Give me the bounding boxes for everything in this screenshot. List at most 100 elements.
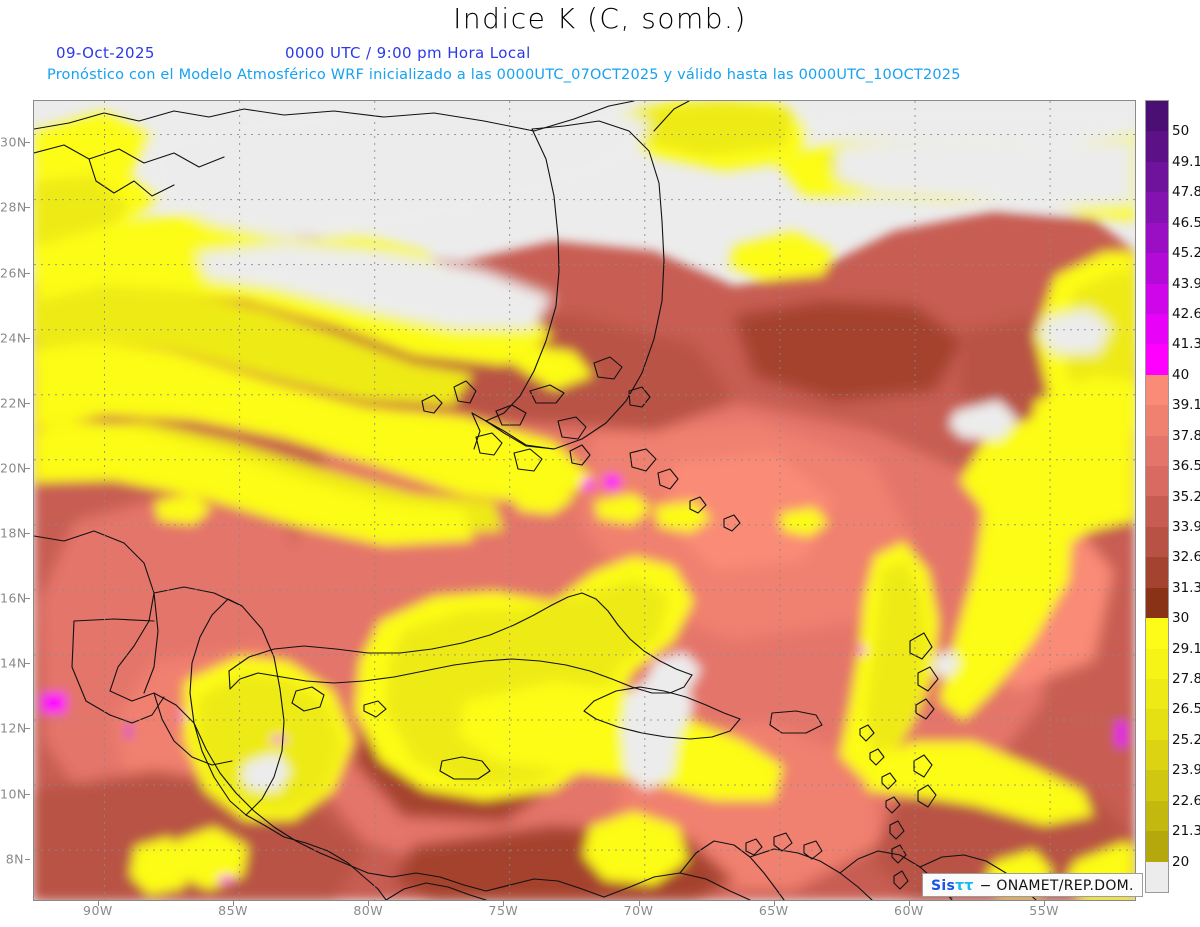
colorbar-band <box>1146 222 1168 254</box>
latitude-label: 16N <box>0 590 27 606</box>
longitude-tick <box>1044 901 1046 906</box>
colorbar-tick-label: 30 <box>1172 610 1190 627</box>
logo-agency-text: − ONAMET/REP.DOM. <box>979 877 1134 894</box>
latitude-tick <box>25 402 30 404</box>
colorbar-tick-label: 41.3 <box>1172 336 1200 353</box>
colorbar-tick-label: 50 <box>1172 123 1190 140</box>
latitude-tick <box>25 728 30 730</box>
colorbar-tick-label: 35.2 <box>1172 488 1200 505</box>
latitude-label: 10N <box>0 786 27 802</box>
latitude-label: 28N <box>0 199 27 215</box>
longitude-label: 75W <box>488 903 519 918</box>
longitude-tick <box>908 901 910 906</box>
colorbar-band <box>1146 557 1168 588</box>
colorbar-band <box>1146 526 1168 558</box>
colorbar-band <box>1146 435 1168 467</box>
colorbar[interactable] <box>1145 100 1169 893</box>
longitude-label: 85W <box>218 903 248 918</box>
colorbar-tick-label: 29.1 <box>1172 640 1200 657</box>
colorbar-tick-label: 21.3 <box>1172 823 1200 840</box>
forecast-date: 09-Oct-2025 <box>56 44 155 62</box>
colorbar-tick-label: 33.9 <box>1172 518 1200 535</box>
colorbar-labels: 50 49.1 47.8 46.5 45.2 43.9 42.6 41.3 40 39.1 37.8… <box>1172 100 1200 893</box>
latitude-label: 12N <box>0 720 27 736</box>
latitude-tick <box>25 793 30 795</box>
colorbar-tick-label: 32.6 <box>1172 549 1200 566</box>
colorbar-band-below-min <box>1146 861 1168 892</box>
colorbar-tick-label: 46.5 <box>1172 214 1200 231</box>
latitude-tick <box>25 598 30 600</box>
colorbar-band <box>1146 101 1168 132</box>
colorbar-tick-label: 20 <box>1172 853 1190 870</box>
colorbar-tick-label: 47.8 <box>1172 184 1200 201</box>
longitude-label: 55W <box>1029 903 1059 918</box>
colorbar-band <box>1146 161 1168 193</box>
colorbar-tick-label: 27.8 <box>1172 671 1200 688</box>
colorbar-tick-label: 39.1 <box>1172 397 1200 414</box>
longitude-tick <box>233 901 235 906</box>
latitude-label: 22N <box>0 395 27 411</box>
colorbar-band <box>1146 283 1168 314</box>
longitude-tick <box>368 901 370 906</box>
longitude-tick <box>503 901 505 906</box>
colorbar-band <box>1146 374 1168 406</box>
map-svg <box>34 101 1135 900</box>
colorbar-tick-label: 36.5 <box>1172 458 1200 475</box>
longitude-tick <box>97 901 99 906</box>
colorbar-band <box>1146 770 1168 801</box>
longitude-label: 70W <box>623 903 654 918</box>
colorbar-tick-label: 26.5 <box>1172 701 1200 718</box>
latitude-tick <box>25 337 30 339</box>
page-title: Indice K (C, somb.) <box>453 2 747 35</box>
logo-pi-icon: ττ <box>955 877 974 894</box>
latitude-label: 20N <box>0 460 27 476</box>
latitude-tick <box>25 142 30 144</box>
longitude-tick <box>638 901 640 906</box>
forecast-time: 0000 UTC / 9:00 pm Hora Local <box>285 44 531 62</box>
logo-sis-text: Sis <box>931 877 956 894</box>
colorbar-tick-label: 40 <box>1172 366 1190 383</box>
coastline-layer <box>34 101 1037 900</box>
colorbar-band <box>1146 344 1168 375</box>
colorbar-band <box>1146 405 1168 436</box>
latitude-tick <box>25 272 30 274</box>
colorbar-tick-label: 42.6 <box>1172 305 1200 322</box>
subtitle-model-note: Pronóstico con el Modelo Atmosférico WRF… <box>0 67 1200 87</box>
latitude-label: 26N <box>0 265 27 281</box>
longitude-tick <box>773 901 775 906</box>
longitude-label: 65W <box>758 903 789 918</box>
colorbar-tick-label: 49.1 <box>1172 153 1200 170</box>
map-canvas[interactable] <box>33 100 1136 901</box>
latitude-label: 14N <box>0 655 27 671</box>
latitude-label: 8N <box>5 851 24 867</box>
colorbar-tick-label: 45.2 <box>1172 245 1200 262</box>
colorbar-band <box>1146 800 1168 832</box>
colorbar-band <box>1146 131 1168 162</box>
latitude-label: 18N <box>0 525 27 541</box>
latitude-tick <box>25 533 30 535</box>
latitude-tick <box>25 207 30 209</box>
colorbar-band <box>1146 831 1168 862</box>
colorbar-band <box>1146 648 1168 680</box>
longitude-label: 90W <box>82 903 113 918</box>
colorbar-band <box>1146 739 1168 771</box>
subtitle-datetime: 09-Oct-2025 0000 UTC / 9:00 pm Hora Loca… <box>0 44 1200 64</box>
colorbar-tick-label: 23.9 <box>1172 762 1200 779</box>
colorbar-band <box>1146 587 1168 619</box>
colorbar-tick-label: 31.3 <box>1172 579 1200 596</box>
colorbar-tick-label: 25.2 <box>1172 731 1200 748</box>
latitude-tick <box>25 663 30 665</box>
map-gridlines <box>34 101 1135 900</box>
latitude-tick <box>25 467 30 469</box>
latitude-label: 24N <box>0 330 27 346</box>
colorbar-tick-label: 43.9 <box>1172 275 1200 292</box>
colorbar-band <box>1146 313 1168 345</box>
shading-layer <box>34 101 1135 900</box>
colorbar-tick-label: 37.8 <box>1172 427 1200 444</box>
model-note-text: Pronóstico con el Modelo Atmosférico WRF… <box>47 67 961 83</box>
colorbar-band <box>1146 466 1168 497</box>
colorbar-band <box>1146 192 1168 223</box>
latitude-label: 30N <box>0 134 27 150</box>
colorbar-tick-label: 22.6 <box>1172 792 1200 809</box>
longitude-label: 80W <box>353 903 384 918</box>
